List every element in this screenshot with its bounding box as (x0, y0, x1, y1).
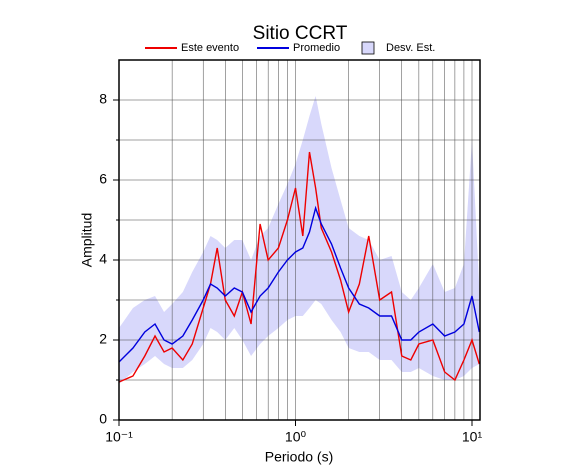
x-axis-label: Periodo (s) (265, 449, 333, 465)
x-tick-label: 10⁰ (285, 429, 307, 445)
y-tick-label: 4 (99, 251, 107, 267)
std-band (119, 96, 480, 384)
y-tick-label: 0 (99, 411, 107, 427)
legend-swatch (361, 41, 375, 55)
series-line (118, 205, 480, 363)
legend-label: Desv. Est. (386, 42, 435, 54)
grid-layer (118, 60, 480, 421)
y-axis-label: Amplitud (79, 213, 95, 267)
legend-label: Promedio (293, 42, 340, 54)
x-tick-label: 10⁻¹ (105, 429, 133, 445)
y-tick-label: 2 (99, 331, 107, 347)
chart-title: Sitio CCRT (253, 23, 348, 44)
line-layer (118, 151, 480, 383)
plot-frame (118, 59, 481, 421)
x-tick-label: 10¹ (462, 429, 483, 445)
legend-label: Este evento (181, 42, 239, 54)
series-line (118, 151, 480, 383)
band-layer (119, 96, 480, 384)
y-tick-label: 6 (99, 171, 107, 187)
y-tick-label: 8 (99, 91, 107, 107)
